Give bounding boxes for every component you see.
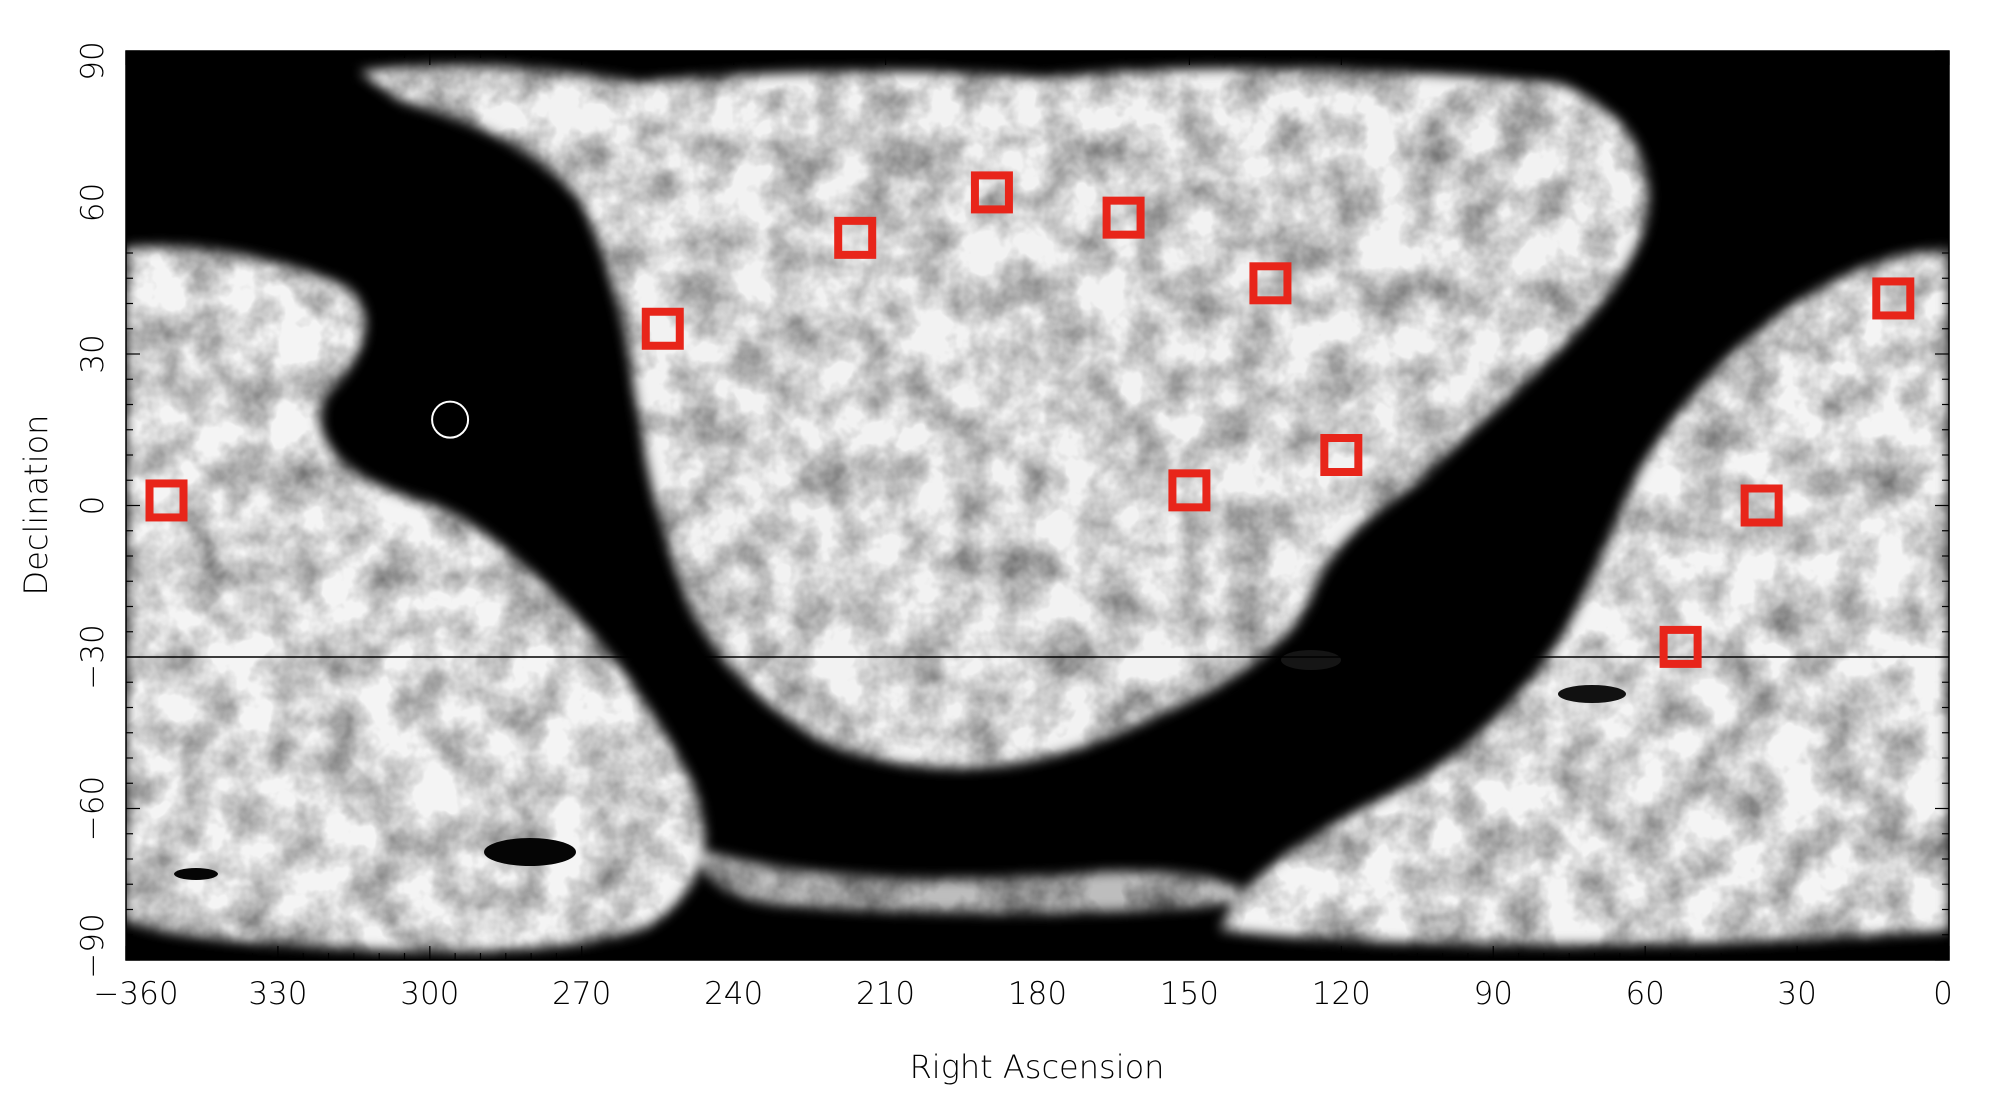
x-tick-label: 270 — [552, 976, 611, 1012]
y-tick-label: 90 — [75, 41, 111, 80]
y-tick-label: −60 — [75, 776, 111, 841]
circle-marker — [431, 400, 470, 439]
sky-map-image — [126, 51, 1949, 960]
axis-ticks: −360 330 300 270 240 210 180 150 120 90 60 30 0−90−6… — [75, 41, 1953, 1012]
y-axis-title: Declination — [17, 415, 55, 596]
square-marker — [1872, 277, 1915, 320]
x-tick-label: 90 — [1474, 976, 1513, 1012]
x-tick-label: 300 — [400, 976, 459, 1012]
y-tick-label: 0 — [75, 496, 111, 516]
x-tick-label: −360 — [93, 976, 178, 1012]
x-tick-label: 180 — [1008, 976, 1067, 1012]
x-tick-label: 330 — [248, 976, 307, 1012]
x-tick-label: 120 — [1312, 976, 1371, 1012]
field-markers — [145, 171, 1915, 668]
x-tick-label: 0 — [1933, 976, 1953, 1012]
square-marker — [1659, 625, 1702, 668]
square-marker — [1102, 196, 1145, 239]
square-marker — [1249, 262, 1292, 305]
x-tick-label: 30 — [1777, 976, 1816, 1012]
x-tick-label: 240 — [704, 976, 763, 1012]
square-marker — [145, 479, 188, 522]
x-axis-title: Right Ascension — [910, 1048, 1165, 1086]
square-marker — [1320, 434, 1363, 476]
y-tick-label: −90 — [75, 913, 111, 978]
x-tick-label: 60 — [1625, 976, 1664, 1012]
square-marker — [641, 307, 684, 350]
square-marker — [834, 216, 877, 259]
y-tick-label: 60 — [75, 183, 111, 222]
x-tick-label: 150 — [1160, 976, 1219, 1012]
x-tick-label: 210 — [856, 976, 915, 1012]
square-marker — [970, 171, 1013, 214]
square-marker — [1168, 469, 1211, 512]
y-tick-label: −30 — [75, 624, 111, 689]
square-marker — [1740, 484, 1783, 527]
y-tick-label: 30 — [75, 334, 111, 373]
